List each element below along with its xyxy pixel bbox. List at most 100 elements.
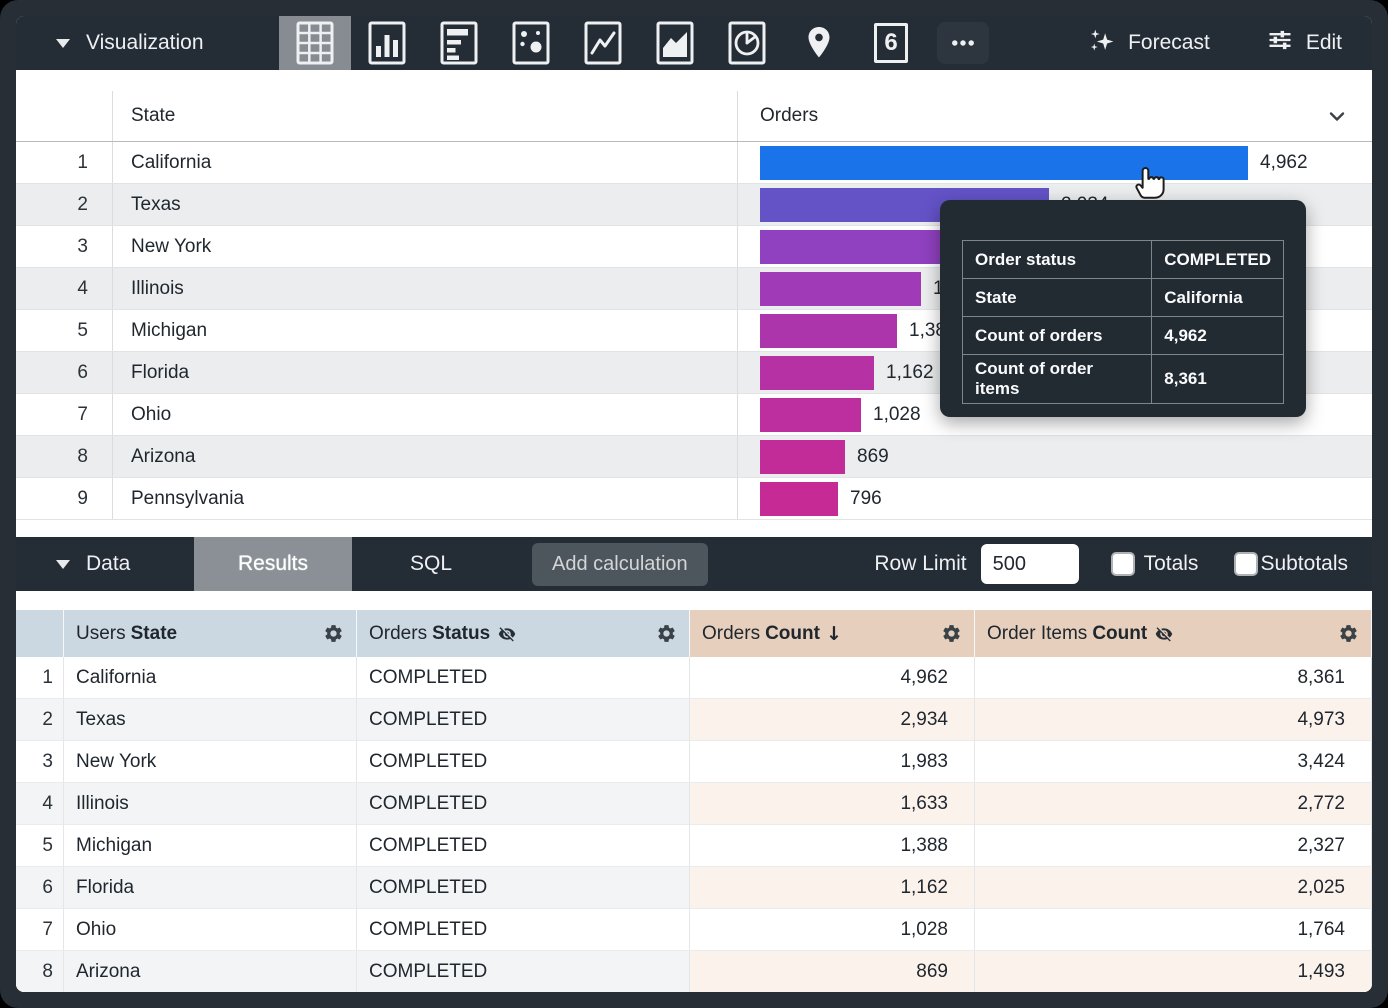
orders-value-label: 1,162 (886, 361, 934, 383)
state-cell[interactable]: Michigan (113, 310, 738, 351)
orders-bar-cell: 796 (738, 478, 1372, 519)
column-gear-icon[interactable] (323, 623, 344, 644)
order-items-count-cell[interactable]: 1,493 (975, 951, 1372, 992)
column-header-orders-status[interactable]: Orders Status (357, 610, 690, 657)
more-viz-options-icon[interactable] (927, 16, 999, 70)
orders-column-header[interactable]: Orders (738, 91, 1372, 141)
orders-bar[interactable] (760, 439, 845, 474)
state-cell[interactable]: Arizona (113, 436, 738, 477)
state-cell[interactable]: Ohio (113, 394, 738, 435)
scatter-plot-icon[interactable] (495, 16, 567, 70)
state-cell[interactable]: Texas (113, 184, 738, 225)
orders-status-cell[interactable]: COMPLETED (357, 657, 690, 699)
column-group-label: Order Items (987, 622, 1088, 644)
orders-status-cell[interactable]: COMPLETED (357, 699, 690, 741)
column-header-orders-count[interactable]: Orders Count ↓ (690, 610, 975, 657)
tab-results[interactable]: Results (194, 537, 352, 591)
totals-checkbox[interactable] (1110, 552, 1135, 576)
orders-count-cell[interactable]: 2,934 (690, 699, 975, 741)
orders-bar-cell: 1,028 (738, 394, 1372, 435)
column-chart-icon[interactable] (351, 16, 423, 70)
orders-count-cell[interactable]: 1,388 (690, 825, 975, 867)
column-header-order-items-count[interactable]: Order Items Count (975, 610, 1372, 657)
forecast-button[interactable]: Forecast (1086, 16, 1210, 70)
order-items-count-cell[interactable]: 2,772 (975, 783, 1372, 825)
orders-count-cell[interactable]: 1,983 (690, 741, 975, 783)
visualization-section-toggle[interactable]: Visualization (16, 16, 279, 70)
orders-status-cell[interactable]: COMPLETED (357, 783, 690, 825)
users-state-cell[interactable]: Ohio (64, 909, 357, 951)
state-cell[interactable]: New York (113, 226, 738, 267)
users-state-cell[interactable]: Arizona (64, 951, 357, 992)
add-calculation-button[interactable]: Add calculation (532, 542, 708, 586)
orders-bar[interactable] (760, 355, 874, 390)
bar-chart-icon[interactable] (423, 16, 495, 70)
orders-bar[interactable] (760, 229, 955, 264)
pie-chart-icon[interactable] (711, 16, 783, 70)
data-title: Data (86, 552, 131, 575)
column-gear-icon[interactable] (941, 623, 962, 644)
orders-status-cell[interactable]: COMPLETED (357, 867, 690, 909)
order-items-count-cell[interactable]: 3,424 (975, 741, 1372, 783)
state-column-header[interactable]: State (113, 91, 738, 141)
users-state-cell[interactable]: Texas (64, 699, 357, 741)
data-panel: Users State Orders Status Orders Count ↓ Order … (16, 610, 1372, 992)
orders-bar[interactable] (760, 397, 861, 432)
order-items-count-cell[interactable]: 1,764 (975, 909, 1372, 951)
state-cell[interactable]: Illinois (113, 268, 738, 309)
row-number: 2 (16, 699, 64, 741)
order-items-count-cell[interactable]: 4,973 (975, 699, 1372, 741)
forecast-label: Forecast (1128, 31, 1210, 54)
orders-bar[interactable] (760, 481, 838, 516)
sort-desc-icon: ↓ (825, 622, 842, 645)
orders-count-cell[interactable]: 1,028 (690, 909, 975, 951)
orders-status-cell[interactable]: COMPLETED (357, 909, 690, 951)
orders-count-cell[interactable]: 1,633 (690, 783, 975, 825)
orders-bar-cell: 1,162 (738, 352, 1372, 393)
subtotals-checkbox[interactable] (1234, 552, 1259, 576)
orders-status-cell[interactable]: COMPLETED (357, 951, 690, 992)
column-gear-icon[interactable] (1338, 623, 1359, 644)
state-cell[interactable]: Pennsylvania (113, 478, 738, 519)
users-state-cell[interactable]: Illinois (64, 783, 357, 825)
map-icon[interactable] (783, 16, 855, 70)
row-limit-input[interactable] (980, 544, 1079, 584)
orders-count-cell[interactable]: 1,162 (690, 867, 975, 909)
tooltip-field-label: Count of order items (961, 354, 1153, 404)
order-items-count-cell[interactable]: 8,361 (975, 657, 1372, 699)
tooltip-table: Order status COMPLETED State California Coun… (961, 240, 1284, 404)
order-items-count-cell[interactable]: 2,327 (975, 825, 1372, 867)
chevron-down-icon[interactable] (1324, 103, 1350, 129)
orders-status-cell[interactable]: COMPLETED (357, 741, 690, 783)
single-value-icon[interactable]: 6 (855, 16, 927, 70)
orders-count-cell[interactable]: 869 (690, 951, 975, 992)
orders-bar[interactable] (760, 145, 1248, 180)
users-state-cell[interactable]: New York (64, 741, 357, 783)
orders-bar[interactable] (760, 313, 897, 348)
column-gear-icon[interactable] (656, 623, 677, 644)
users-state-cell[interactable]: California (64, 657, 357, 699)
users-state-cell[interactable]: Michigan (64, 825, 357, 867)
orders-status-cell[interactable]: COMPLETED (357, 825, 690, 867)
viz-table-header: State Orders (16, 70, 1372, 142)
tooltip-field-value: 8,361 (1151, 354, 1284, 404)
data-section-toggle[interactable]: Data (16, 537, 194, 591)
column-header-users-state[interactable]: Users State (64, 610, 357, 657)
orders-count-cell[interactable]: 4,962 (690, 657, 975, 699)
orders-bar[interactable] (760, 271, 921, 306)
row-number: 9 (16, 478, 113, 519)
line-chart-icon[interactable] (567, 16, 639, 70)
order-items-count-cell[interactable]: 2,025 (975, 867, 1372, 909)
tab-sql[interactable]: SQL (409, 552, 453, 575)
data-table-row: 2 Texas COMPLETED 2,934 4,973 (16, 699, 1372, 741)
table-viz-icon[interactable] (279, 16, 351, 70)
sparkle-icon (1086, 26, 1116, 61)
users-state-cell[interactable]: Florida (64, 867, 357, 909)
viz-table-row: 9 Pennsylvania 796 (16, 478, 1372, 520)
edit-button[interactable]: Edit (1266, 16, 1342, 70)
state-cell[interactable]: Florida (113, 352, 738, 393)
tooltip-field-label: Count of orders (961, 316, 1153, 355)
state-cell[interactable]: California (113, 142, 738, 183)
area-chart-icon[interactable] (639, 16, 711, 70)
viz-table-row: 7 Ohio 1,028 (16, 394, 1372, 436)
